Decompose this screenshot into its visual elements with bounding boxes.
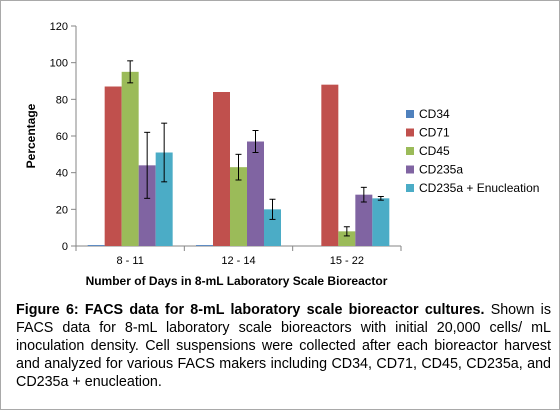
x-tick-label: 15 - 22 — [330, 255, 364, 267]
bar-cd71 — [104, 86, 122, 246]
legend-label: CD34 — [419, 107, 450, 121]
bar-cd34 — [87, 245, 105, 246]
caption-text: Shown is FACS data for 8-mL laboratory s… — [16, 302, 552, 390]
legend: CD34 CD71 CD45 CD235a CD235a + Enucleation — [406, 107, 539, 195]
bar-cd235a-enucleation — [372, 198, 390, 246]
bar-cd235a-enucleation — [155, 152, 173, 246]
figure-caption: Figure 6: FACS data for 8-mL laboratory … — [16, 301, 551, 391]
bar-cd71 — [321, 84, 339, 247]
y-tick-label: 40 — [56, 168, 68, 180]
x-tick-label: 12 - 14 — [221, 255, 255, 267]
bar-cd235a — [247, 141, 264, 246]
x-axis-title: Number of Days in 8-mL Laboratory Scale … — [86, 274, 388, 288]
y-tick-label: 0 — [62, 241, 68, 253]
bar-cd45 — [121, 71, 139, 246]
y-tick-label: 20 — [56, 204, 68, 216]
plot-area: 0 20 40 60 80 100 120 8 - 11 12 - 14 15 - 22 — [50, 21, 402, 267]
bar-cd235a — [355, 194, 373, 246]
legend-swatch — [406, 110, 414, 118]
y-tick-label: 120 — [50, 21, 68, 33]
legend-swatch — [406, 184, 414, 192]
y-axis-title: Percentage — [24, 103, 38, 168]
legend-label: CD45 — [419, 144, 450, 158]
legend-swatch — [406, 165, 414, 174]
legend-swatch — [406, 128, 414, 137]
y-tick-label: 60 — [56, 131, 68, 143]
y-tick-label: 100 — [50, 58, 68, 70]
bar-cd34 — [196, 245, 213, 246]
legend-swatch — [406, 147, 414, 155]
bar-cd235a-enucleation — [264, 209, 281, 246]
legend-label: CD235a — [419, 163, 463, 177]
y-tick-label: 80 — [56, 94, 68, 106]
legend-label: CD235a + Enucleation — [419, 181, 539, 195]
x-tick-label: 8 - 11 — [117, 255, 144, 267]
bar-cd45 — [338, 231, 356, 246]
bar-cd45 — [230, 167, 247, 246]
bar-cd71 — [213, 92, 230, 246]
bar-cd235a — [138, 165, 156, 246]
bar-chart: 0 20 40 60 80 100 120 8 - 11 12 - 14 15 - 22 Perc… — [24, 21, 539, 288]
legend-label: CD71 — [419, 126, 450, 140]
caption-title: Figure 6: FACS data for 8-mL laboratory … — [16, 302, 485, 318]
